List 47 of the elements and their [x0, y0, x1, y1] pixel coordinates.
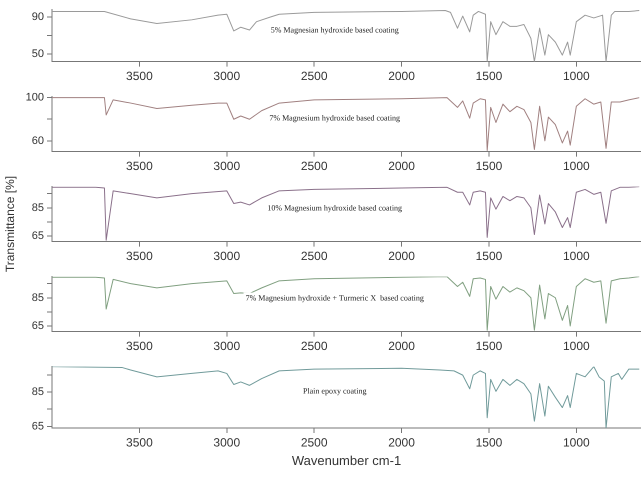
- annotation: 7% Magnesium hydroxide based coating: [269, 114, 400, 123]
- x-tick-label: 2000: [388, 436, 416, 450]
- y-tick-label: 65: [32, 320, 44, 332]
- x-tick-label: 1500: [476, 436, 503, 450]
- x-tick-label: 3500: [126, 159, 154, 174]
- x-tick-label: 1500: [476, 339, 503, 354]
- x-tick-label: 3000: [213, 69, 240, 84]
- x-tick-label: 1000: [562, 339, 590, 354]
- x-axis-title: Wavenumber cm-1: [292, 452, 402, 468]
- x-tick-label: 1000: [562, 436, 590, 450]
- x-tick-label: 3000: [213, 159, 240, 174]
- y-tick-label: 65: [32, 420, 44, 432]
- x-tick-label: 2500: [300, 339, 328, 354]
- annotation: Plain epoxy coating: [302, 386, 366, 396]
- annotation: 7% Magnesium hydroxide + Turmeric X based coating: [246, 294, 424, 303]
- y-tick-label: 85: [32, 202, 44, 214]
- x-tick-label: 1500: [476, 69, 503, 84]
- y-tick-label: 90: [32, 11, 44, 24]
- x-tick-label: 3500: [126, 339, 154, 354]
- annotation: 5% Magnesian hydroxide based coating: [270, 25, 399, 34]
- x-tick-label: 3000: [213, 339, 240, 354]
- y-tick-label: 50: [32, 48, 44, 60]
- y-tick-label: 100: [26, 92, 44, 104]
- x-tick-label: 2500: [300, 436, 328, 450]
- x-tick-label: 1000: [562, 249, 590, 264]
- x-tick-label: 1000: [562, 159, 590, 174]
- y-axis-title: Transmittance [%]: [3, 174, 17, 274]
- x-tick-label: 3500: [126, 249, 154, 264]
- y-tick-label: 85: [32, 386, 44, 398]
- y-tick-label: 85: [32, 292, 44, 304]
- x-tick-label: 3000: [213, 249, 240, 264]
- x-tick-label: 1500: [476, 249, 503, 264]
- x-tick-label: 3500: [126, 436, 154, 450]
- x-tick-label: 2500: [300, 69, 328, 84]
- x-tick-label: 3000: [213, 436, 240, 450]
- x-tick-label: 1000: [562, 69, 590, 84]
- x-tick-label: 2000: [388, 339, 416, 354]
- y-tick-label: 60: [32, 134, 44, 147]
- x-tick-label: 1500: [476, 159, 503, 174]
- y-tick-label: 65: [32, 230, 44, 242]
- x-tick-label: 2000: [388, 69, 416, 84]
- x-tick-label: 3500: [126, 69, 154, 84]
- x-tick-label: 2000: [388, 249, 416, 264]
- x-tick-label: 2500: [300, 159, 328, 174]
- annotation: 10% Magnesium hydroxide based coating: [267, 204, 402, 213]
- x-tick-label: 2000: [388, 159, 416, 174]
- x-tick-label: 2500: [300, 249, 328, 264]
